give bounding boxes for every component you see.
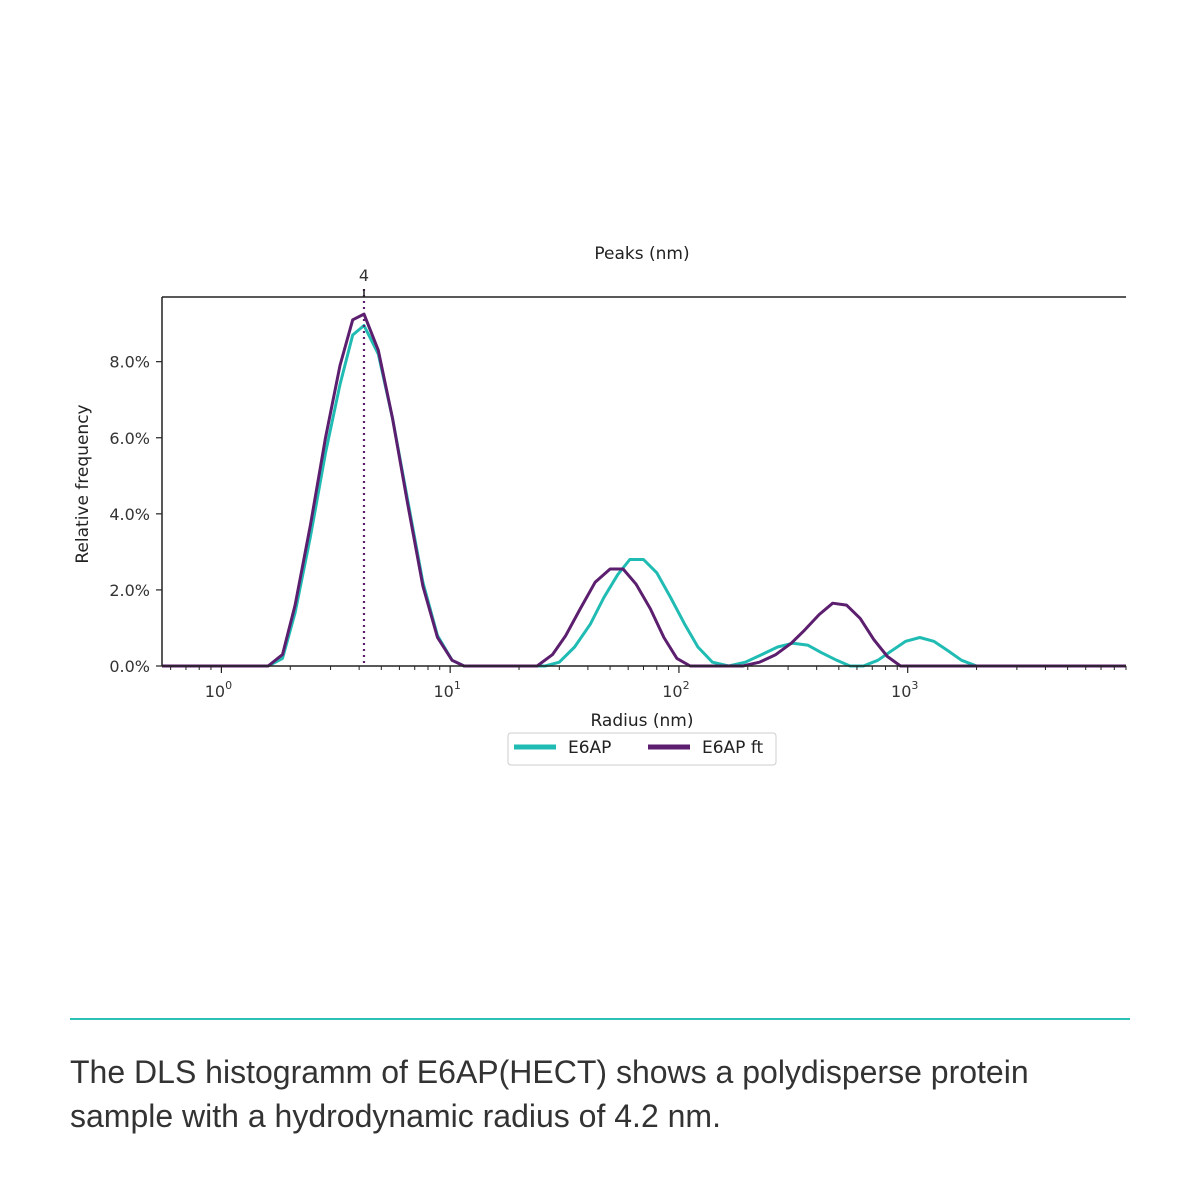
y-tick-label: 2.0%: [109, 581, 150, 600]
series-line-e6ap: [162, 324, 1126, 668]
peak-marker-label: 4: [359, 266, 369, 285]
y-tick-label: 0.0%: [109, 657, 150, 676]
y-tick-label: 8.0%: [109, 353, 150, 372]
x-tick-label: 101: [433, 679, 460, 701]
caption-divider: [70, 1018, 1130, 1020]
x-axis-title: Radius (nm): [590, 711, 693, 731]
dls-histogram-chart: 4 0.0% 2.0% 4.0% 6.0% 8.0% 100 101 102 103 Peaks…: [73, 244, 1127, 766]
series-layer: [162, 312, 1126, 668]
y-tick-label: 6.0%: [109, 429, 150, 448]
y-tick-label: 4.0%: [109, 505, 150, 524]
x-tick-label: 100: [205, 679, 232, 701]
legend-label: E6AP: [568, 738, 611, 758]
figure-caption: The DLS histogramm of E6AP(HECT) shows a…: [70, 1054, 1029, 1134]
chart-title: Peaks (nm): [594, 244, 689, 264]
legend-box: [507, 732, 777, 766]
x-tick-label: 103: [891, 679, 918, 701]
series-line-e6ap-ft: [162, 312, 1126, 668]
peak-layer: 4: [359, 266, 369, 666]
y-axis-title: Relative frequency: [73, 404, 93, 563]
legend-label: E6AP ft: [702, 738, 764, 758]
legend: E6AP E6AP ft: [507, 732, 777, 766]
axes-layer: 0.0% 2.0% 4.0% 6.0% 8.0% 100 101 102 103: [109, 296, 1127, 701]
x-tick-label: 102: [662, 679, 689, 701]
